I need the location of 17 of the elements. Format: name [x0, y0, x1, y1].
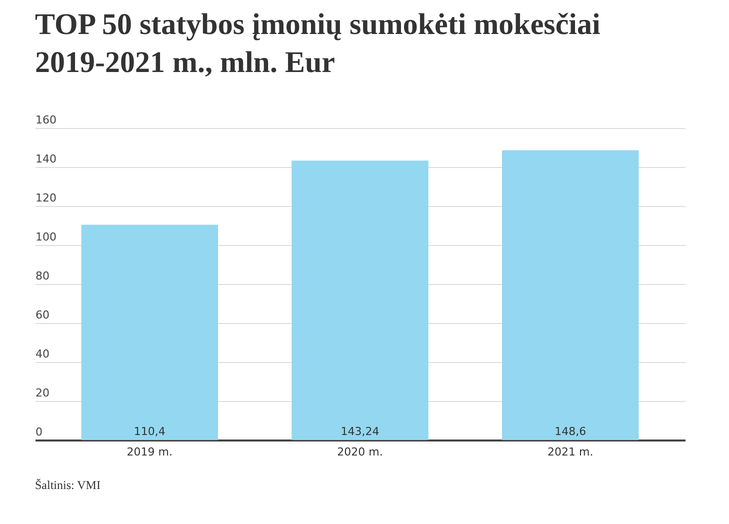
x-tick-label: 2020 m.: [337, 446, 383, 458]
y-tick-label: 0: [36, 426, 42, 438]
y-tick-label: 100: [36, 230, 56, 244]
y-tick-label: 120: [36, 192, 56, 204]
chart-title: TOP 50 statybos įmonių sumokėti mokesčiai 2019-2021 m., mln. Eur: [35, 8, 600, 79]
x-tick-label: 2021 m.: [548, 446, 594, 458]
y-tick-label: 60: [36, 308, 50, 322]
data-label: 148,6: [554, 425, 586, 438]
y-tick-label: 40: [36, 348, 50, 360]
y-tick-label: 20: [36, 386, 50, 400]
y-tick-label: 140: [36, 152, 56, 166]
y-tick-label: 160: [36, 114, 56, 126]
data-label: 143,24: [340, 425, 380, 438]
data-label: 110,4: [134, 425, 166, 438]
y-tick-label: 80: [36, 270, 50, 282]
x-tick-label: 2019 m.: [126, 446, 172, 458]
text: Šaltinis: VMI: [35, 478, 100, 492]
